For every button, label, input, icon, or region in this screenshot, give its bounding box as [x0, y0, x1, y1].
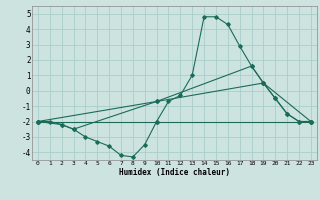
X-axis label: Humidex (Indice chaleur): Humidex (Indice chaleur): [119, 168, 230, 177]
